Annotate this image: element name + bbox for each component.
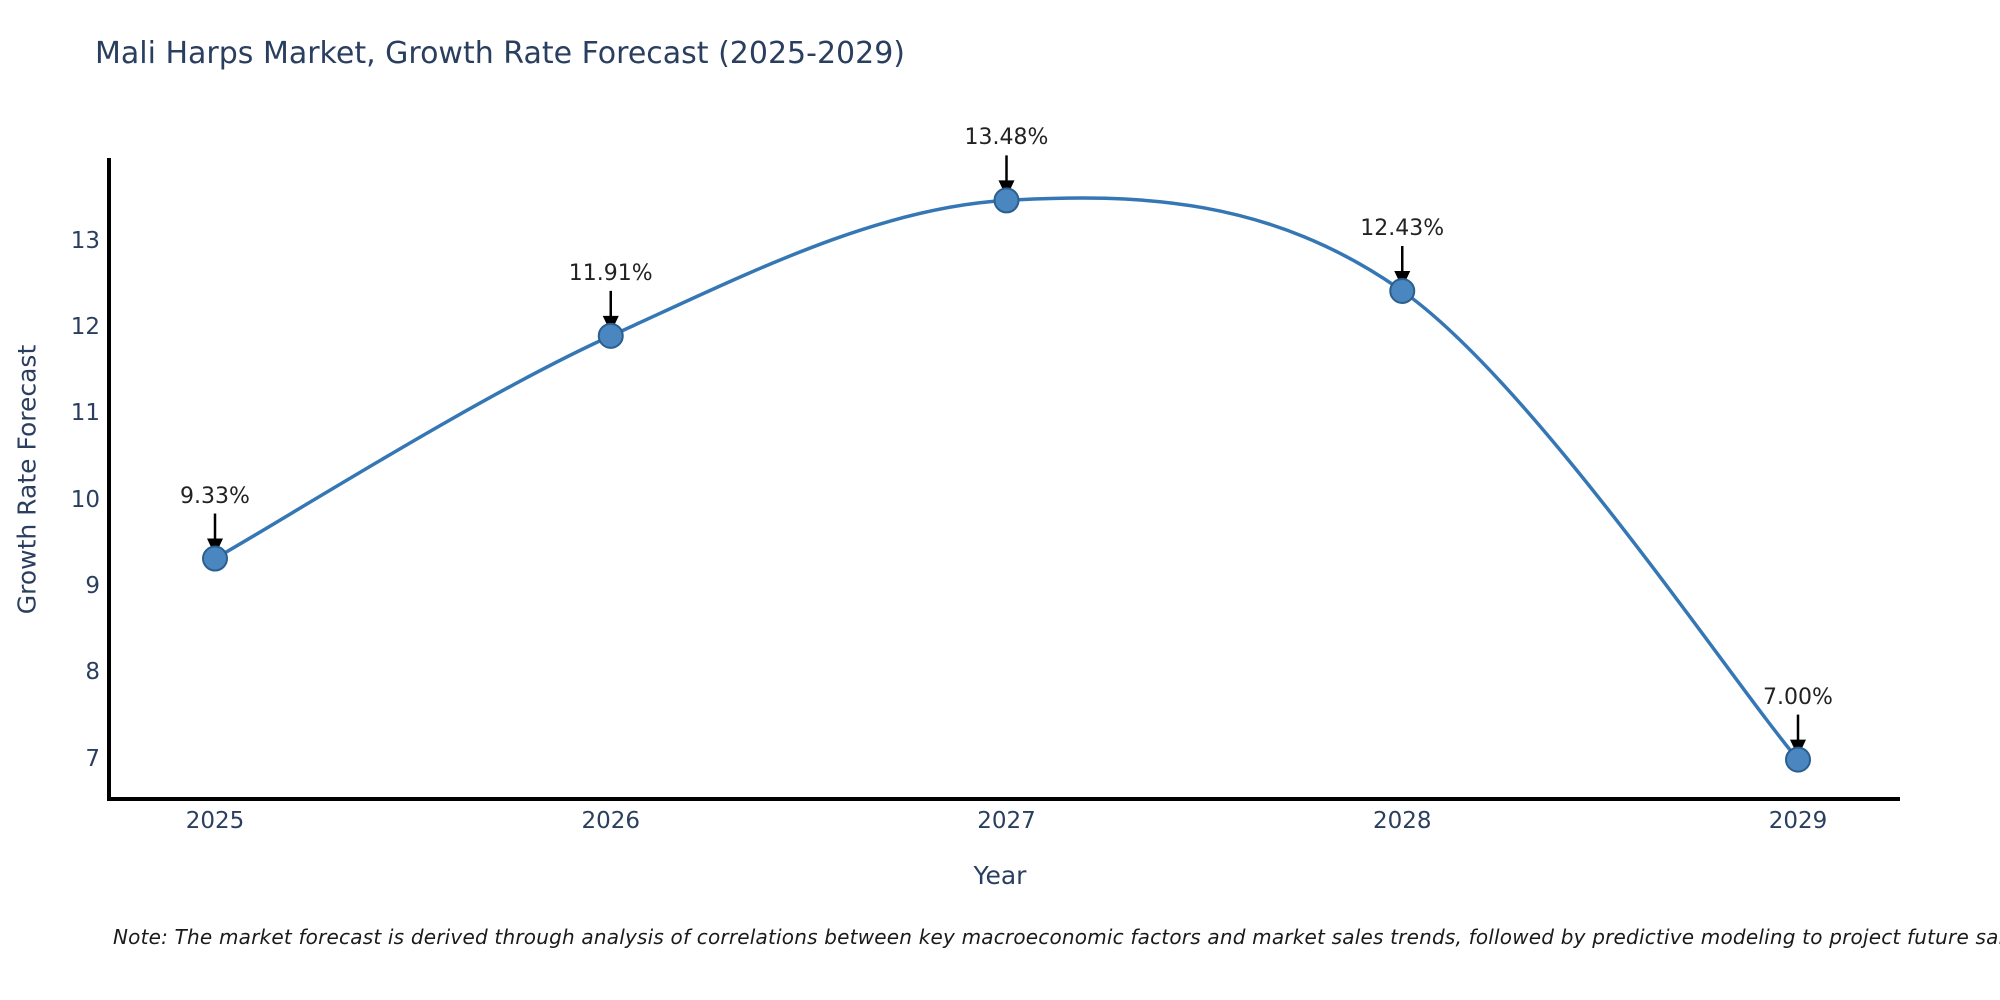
data-point-annotation: 7.00% bbox=[1763, 684, 1833, 710]
trend-line bbox=[213, 196, 1800, 762]
x-tick-label: 2026 bbox=[581, 808, 641, 834]
markers-group bbox=[202, 187, 1811, 773]
data-point-marker bbox=[202, 545, 228, 572]
data-point-marker bbox=[993, 187, 1020, 214]
y-tick-label: 10 bbox=[70, 486, 100, 513]
axis-lines bbox=[107, 158, 1900, 801]
footnote: Note: The market forecast is derived thr… bbox=[113, 925, 2000, 949]
y-tick-label: 7 bbox=[85, 745, 100, 772]
y-tick-label: 12 bbox=[70, 314, 100, 341]
x-tick-label: 2027 bbox=[977, 808, 1036, 834]
data-point-annotation: 13.48% bbox=[964, 125, 1049, 151]
data-point-annotation: 11.91% bbox=[568, 260, 653, 286]
x-tick-label: 2028 bbox=[1372, 808, 1432, 834]
data-point-marker bbox=[1785, 746, 1811, 773]
y-tick-label: 8 bbox=[85, 659, 100, 686]
y-tick-label: 13 bbox=[70, 227, 100, 254]
data-point-marker bbox=[597, 322, 624, 349]
chart-title: Mali Harps Market, Growth Rate Forecast … bbox=[95, 36, 906, 71]
y-tick-label: 11 bbox=[70, 400, 100, 427]
x-axis-label: Year bbox=[973, 861, 1027, 890]
x-tick-label: 2025 bbox=[185, 808, 245, 834]
x-tick-label: 2029 bbox=[1768, 808, 1828, 834]
data-point-annotation: 12.43% bbox=[1360, 215, 1445, 241]
data-point-annotation: 9.33% bbox=[180, 483, 250, 509]
y-tick-label: 9 bbox=[85, 573, 100, 599]
data-point-marker bbox=[1389, 277, 1416, 304]
